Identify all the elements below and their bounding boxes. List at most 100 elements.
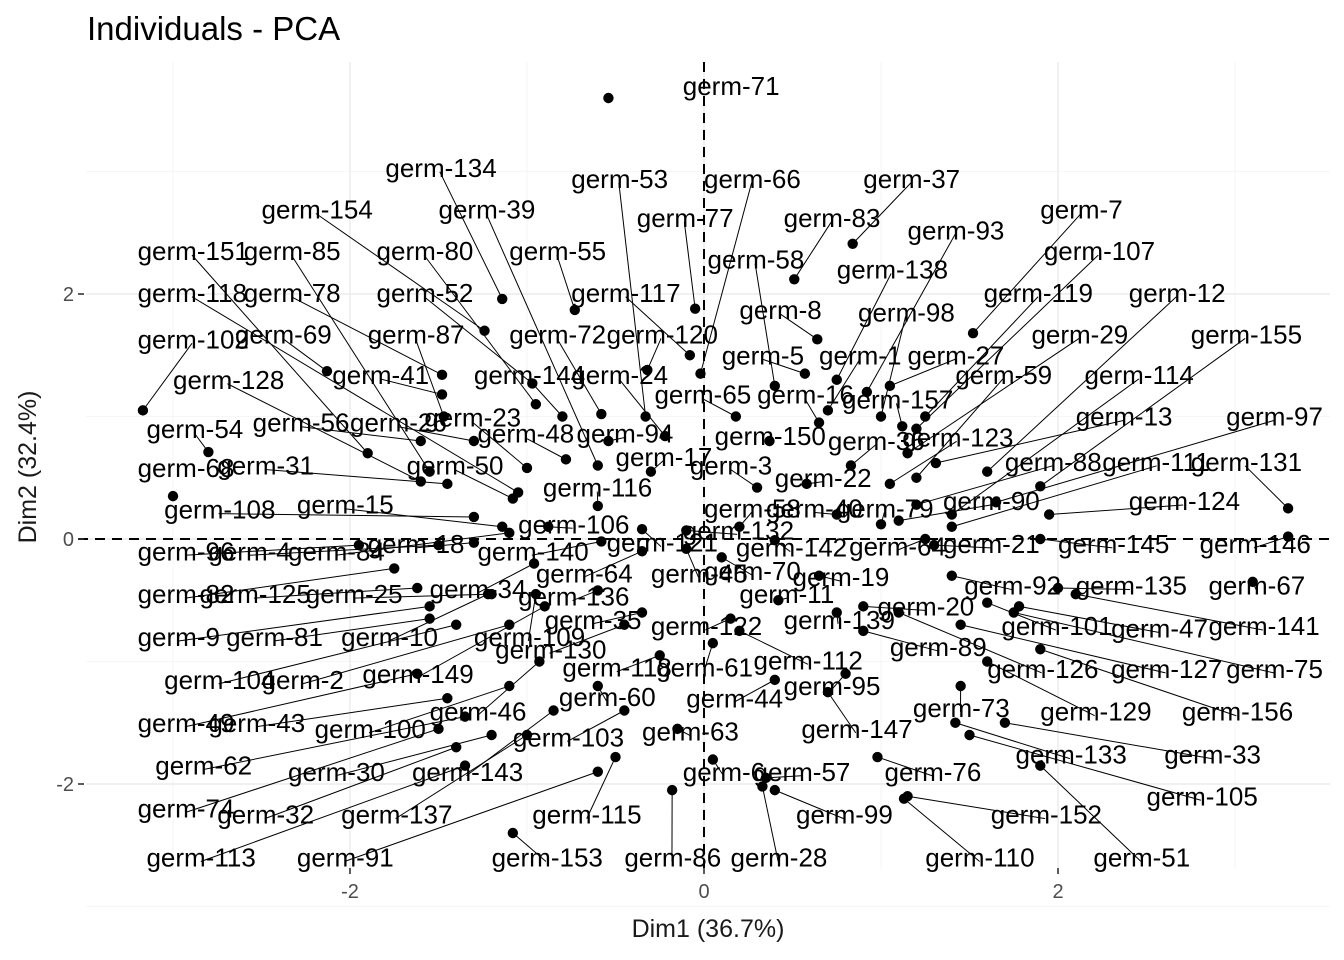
point-label-100: germ-109 (474, 622, 585, 652)
leader-line-83 (1253, 536, 1289, 549)
point-label-118: germ-75 (1226, 654, 1323, 684)
point-label-56: germ-50 (407, 451, 504, 481)
data-point-142 (760, 772, 772, 784)
leader-line-86 (353, 593, 492, 599)
leader-line-11 (699, 182, 753, 374)
data-point-73 (353, 539, 365, 551)
data-point-129 (459, 711, 471, 722)
leader-line-5 (191, 296, 519, 493)
point-label-121: germ-100 (315, 714, 426, 744)
leader-line-18 (754, 263, 776, 386)
point-label-23: germ-119 (984, 278, 1093, 308)
data-point-69 (893, 515, 904, 526)
data-point-20 (527, 378, 538, 389)
data-point-82 (1035, 533, 1046, 545)
data-point-126 (955, 680, 966, 692)
leader-line-40 (227, 383, 422, 482)
y-tick-label-1: 0 (63, 529, 74, 551)
point-label-44: germ-54 (146, 414, 243, 444)
data-point-135 (950, 717, 961, 728)
point-label-126: germ-73 (913, 693, 1010, 723)
point-label-13: germ-77 (637, 203, 734, 233)
data-point-113 (707, 637, 719, 649)
data-point-151 (757, 781, 768, 792)
leader-line-33 (762, 358, 806, 375)
data-point-16 (967, 328, 979, 339)
data-point-140 (610, 751, 621, 763)
point-label-106: germ-122 (651, 611, 762, 641)
data-point-110 (539, 601, 550, 612)
leader-line-147 (200, 765, 466, 862)
point-label-24: germ-12 (1129, 278, 1226, 308)
data-point-106 (725, 613, 736, 624)
data-point-25 (812, 334, 823, 345)
point-label-8: germ-85 (244, 236, 341, 266)
leader-line-21 (291, 296, 443, 376)
point-label-41: germ-65 (654, 379, 751, 409)
data-point-108 (451, 619, 462, 630)
point-label-35: germ-41 (332, 360, 429, 390)
data-point-124 (769, 674, 780, 686)
data-point-67 (831, 509, 842, 520)
point-label-33: germ-5 (722, 340, 804, 370)
data-point-55 (442, 478, 453, 490)
data-point-66 (497, 521, 508, 532)
leader-line-50 (935, 420, 1124, 464)
point-label-81: germ-21 (943, 529, 1040, 559)
point-labels: germ-71germ-102germ-134germ-154germ-151g… (138, 71, 1323, 873)
data-point-54 (884, 478, 896, 490)
leader-line-145 (774, 789, 844, 820)
leader-line-94 (951, 575, 1012, 591)
leader-line-69 (898, 504, 991, 522)
point-label-7: germ-80 (377, 236, 474, 266)
data-point-101 (858, 601, 869, 612)
leader-line-46 (397, 426, 474, 442)
leader-line-104 (1075, 593, 1263, 631)
data-point-90 (716, 552, 727, 563)
point-label-97: germ-9 (138, 622, 220, 652)
point-label-26: germ-98 (858, 297, 955, 327)
point-label-63: germ-131 (1191, 447, 1302, 477)
leader-line-47 (471, 421, 528, 469)
leader-line-132 (567, 710, 625, 742)
point-label-22: germ-117 (571, 278, 680, 308)
data-point-92 (773, 595, 784, 606)
data-point-61 (911, 499, 922, 510)
data-point-51 (990, 497, 1002, 508)
leader-line-75 (335, 532, 510, 556)
leader-line-154 (827, 358, 861, 411)
leader-line-66 (344, 508, 503, 528)
leader-line-103 (1018, 605, 1159, 633)
data-point-152 (898, 793, 910, 804)
point-label-96: germ-67 (1208, 571, 1305, 601)
data-point-134 (822, 686, 834, 698)
data-point-121 (504, 680, 515, 692)
point-label-99: germ-10 (341, 622, 438, 652)
data-point-46 (468, 435, 480, 447)
leader-line-1 (142, 343, 193, 411)
leader-line-3 (315, 213, 485, 332)
y-axis-title: Dim2 (32.4%) (14, 391, 42, 544)
leader-line-129 (202, 716, 466, 771)
data-point-41 (730, 411, 742, 422)
leader-line-121 (368, 685, 510, 734)
point-label-2: germ-134 (385, 153, 496, 183)
data-point-144 (964, 729, 975, 741)
leader-line-111 (549, 624, 625, 654)
point-label-135: germ-133 (1016, 740, 1127, 770)
data-point-131 (548, 705, 559, 716)
data-point-58 (751, 482, 763, 493)
data-point-77 (596, 536, 607, 547)
data-point-26 (875, 411, 887, 422)
leader-line-130 (335, 734, 492, 777)
point-label-71: germ-106 (518, 509, 629, 539)
leader-line-105 (592, 612, 643, 625)
leader-line-82 (1040, 538, 1113, 549)
data-point-96 (1247, 576, 1258, 588)
leader-line-128 (1040, 648, 1237, 717)
x-tick-label-0: -2 (341, 881, 359, 903)
point-label-57: germ-17 (616, 442, 713, 472)
data-point-33 (799, 368, 811, 379)
data-point-14 (789, 274, 800, 285)
